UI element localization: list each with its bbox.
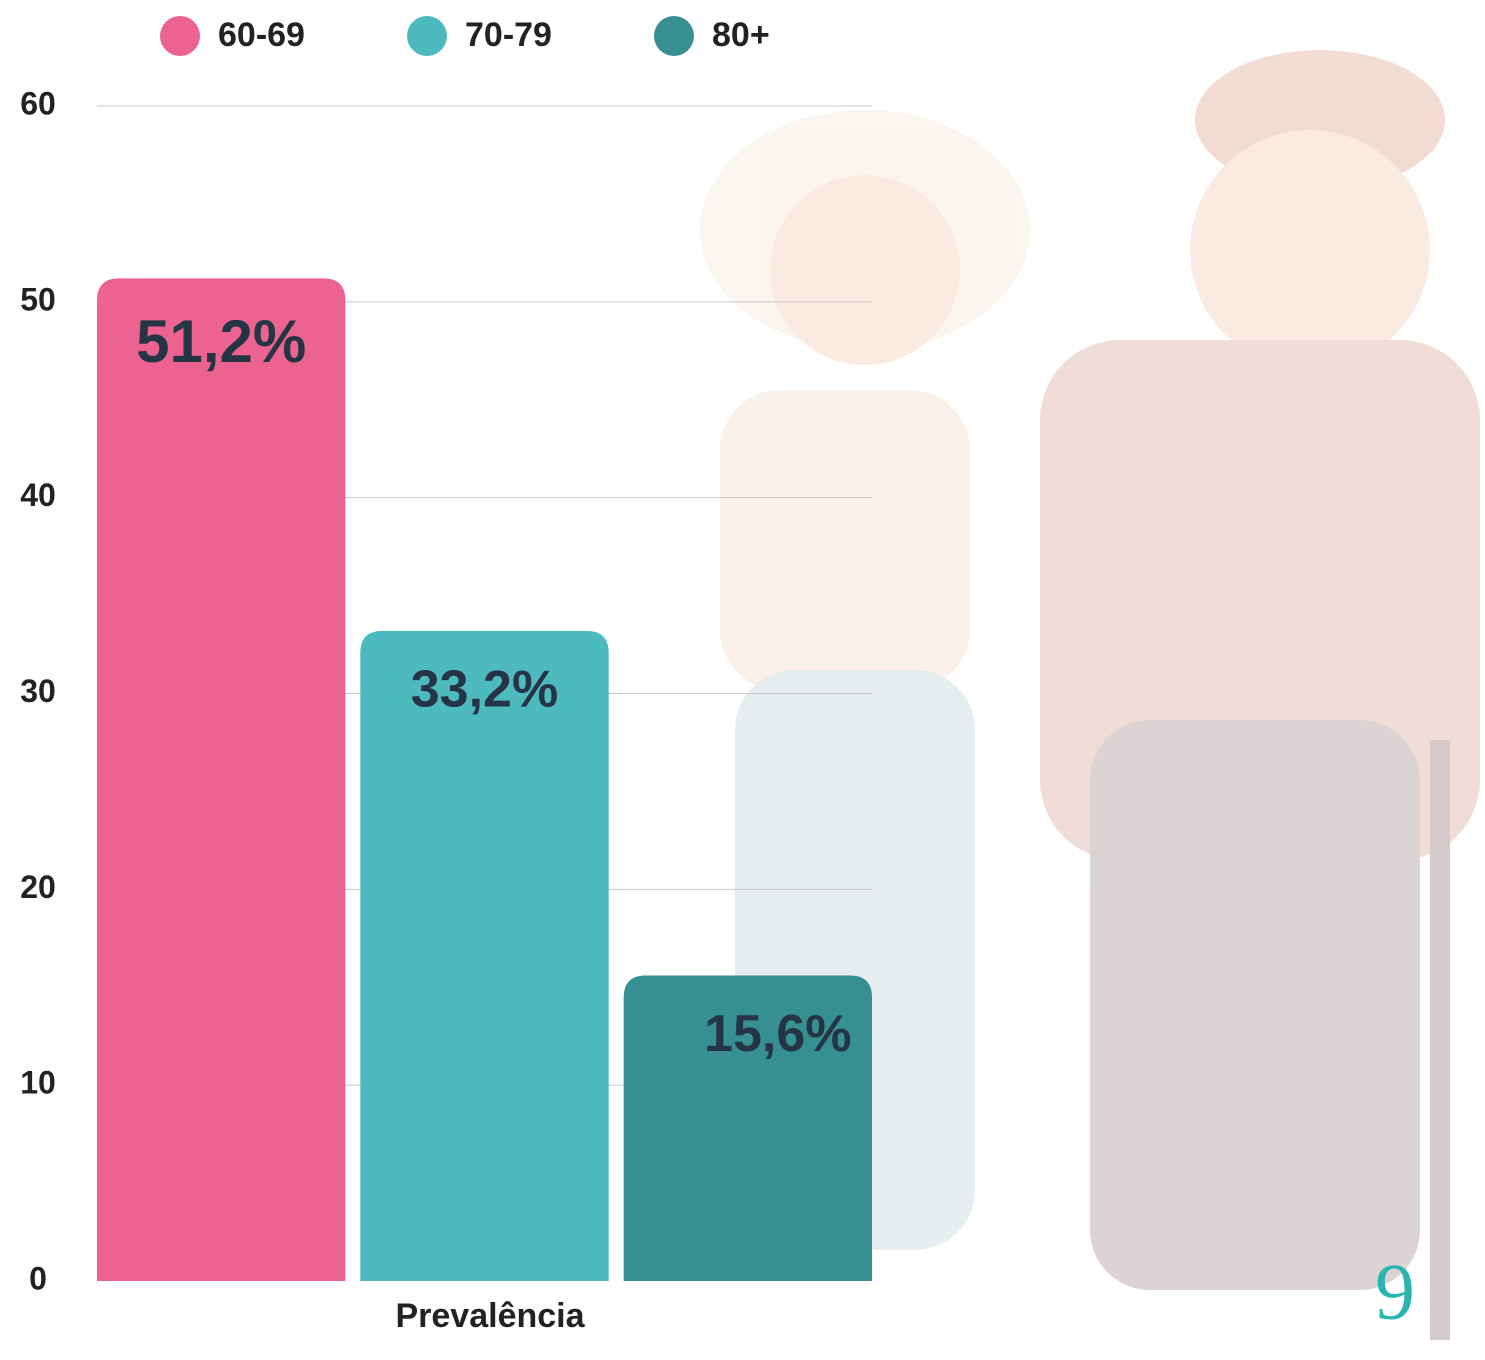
value-label: 51,2% xyxy=(136,308,306,375)
decoration xyxy=(770,175,960,365)
bar xyxy=(97,278,346,1281)
logo: 9 xyxy=(1375,1248,1415,1336)
y-tick-label: 10 xyxy=(20,1065,56,1101)
legend-marker xyxy=(407,16,447,56)
legend-label: 80+ xyxy=(712,16,770,54)
decoration xyxy=(1090,720,1420,1290)
bar xyxy=(623,975,872,1281)
y-tick-label: 50 xyxy=(20,281,56,317)
legend-label: 60-69 xyxy=(218,16,305,54)
y-tick-label: 40 xyxy=(20,477,56,513)
y-tick-label: 0 xyxy=(29,1260,47,1296)
decoration xyxy=(700,110,1030,350)
decoration xyxy=(1040,340,1480,860)
x-tick-label: Prevalência xyxy=(395,1297,585,1335)
bar xyxy=(360,630,609,1281)
legend-marker xyxy=(654,16,694,56)
y-tick-label: 30 xyxy=(20,673,56,709)
decoration xyxy=(720,390,970,690)
decoration xyxy=(1195,50,1445,190)
legend-label: 70-79 xyxy=(465,16,552,54)
decoration xyxy=(1430,740,1450,1340)
value-label: 15,6% xyxy=(704,1005,851,1063)
value-label: 33,2% xyxy=(411,661,558,719)
y-tick-label: 60 xyxy=(20,85,56,121)
legend-marker xyxy=(160,16,200,56)
decoration xyxy=(1190,130,1430,370)
y-tick-label: 20 xyxy=(20,869,56,905)
background-illustration xyxy=(700,50,1480,1340)
